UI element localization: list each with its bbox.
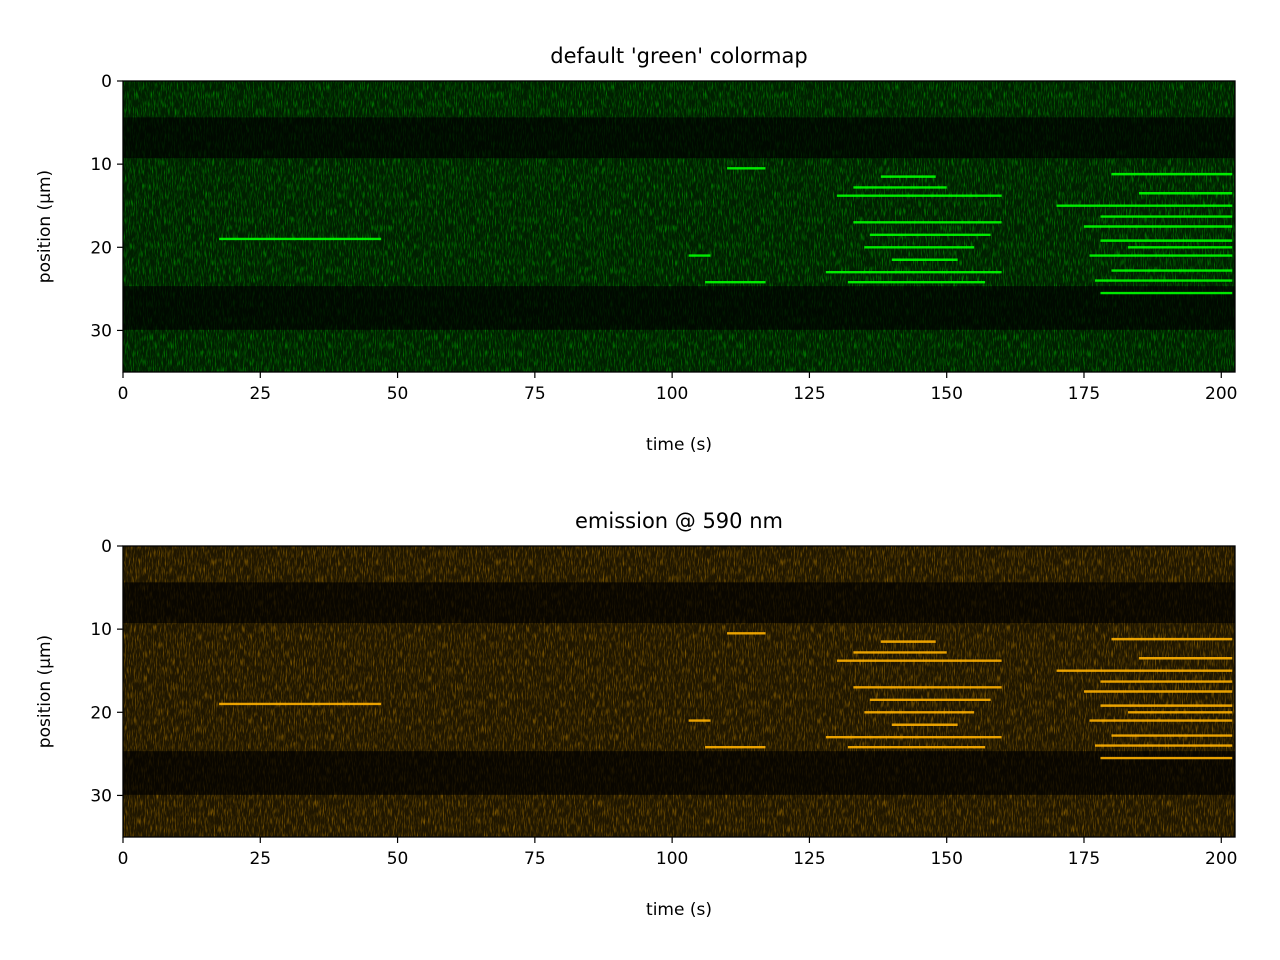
x-tick-label: 100	[656, 384, 688, 404]
y-tick-label: 30	[90, 786, 112, 806]
y-tick-label: 10	[90, 155, 112, 175]
x-tick-label: 125	[793, 849, 825, 869]
x-tick-label: 75	[524, 849, 546, 869]
dark-band	[123, 582, 1235, 624]
x-tick-label: 0	[118, 849, 129, 869]
x-tick-label: 150	[930, 384, 962, 404]
plot-frame	[122, 80, 1236, 373]
y-tick-label: 20	[90, 703, 112, 723]
x-tick-label: 25	[249, 384, 271, 404]
dark-band	[123, 117, 1235, 159]
chart-title: emission @ 590 nm	[575, 509, 783, 533]
y-tick-label: 0	[101, 537, 112, 557]
x-tick-label: 200	[1205, 384, 1237, 404]
x-tick-label: 50	[387, 384, 409, 404]
x-tick-label: 175	[1068, 384, 1100, 404]
y-tick-label: 20	[90, 238, 112, 258]
chart-title: default 'green' colormap	[550, 44, 807, 68]
x-tick-label: 200	[1205, 849, 1237, 869]
y-axis-label: position (µm)	[35, 170, 55, 283]
x-tick-label: 150	[930, 849, 962, 869]
x-axis-label: time (s)	[646, 900, 712, 920]
plot-frame	[122, 545, 1236, 838]
dark-band	[123, 751, 1235, 795]
x-tick-label: 75	[524, 384, 546, 404]
x-axis-label: time (s)	[646, 435, 712, 455]
y-tick-label: 30	[90, 321, 112, 341]
x-tick-label: 175	[1068, 849, 1100, 869]
x-tick-label: 125	[793, 384, 825, 404]
x-tick-label: 50	[387, 849, 409, 869]
x-tick-label: 100	[656, 849, 688, 869]
y-tick-label: 0	[101, 72, 112, 92]
dark-band	[123, 286, 1235, 330]
y-tick-label: 10	[90, 620, 112, 640]
x-tick-label: 0	[118, 384, 129, 404]
x-tick-label: 25	[249, 849, 271, 869]
y-axis-label: position (µm)	[35, 635, 55, 748]
